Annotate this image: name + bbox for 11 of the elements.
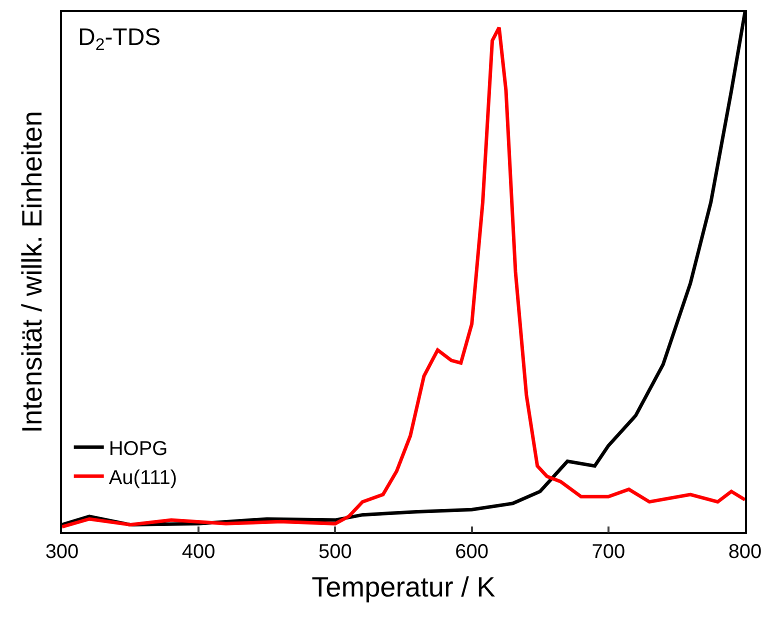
x-tick-label: 300 [45, 540, 79, 563]
annotation: D$_{2}$-TDS [78, 24, 161, 54]
y-axis-title: Intensität / willk. Einheiten [16, 110, 48, 434]
legend-label: Au(111) [108, 466, 178, 489]
x-tick-label: 800 [728, 540, 762, 563]
x-tick-label: 500 [318, 540, 352, 563]
x-axis-title: Temperatur / K [312, 571, 496, 602]
legend-label: HOPG [108, 438, 168, 460]
x-tick-label: 600 [455, 540, 488, 563]
x-tick-label: 700 [592, 540, 626, 563]
x-tick-label: 400 [182, 540, 216, 563]
